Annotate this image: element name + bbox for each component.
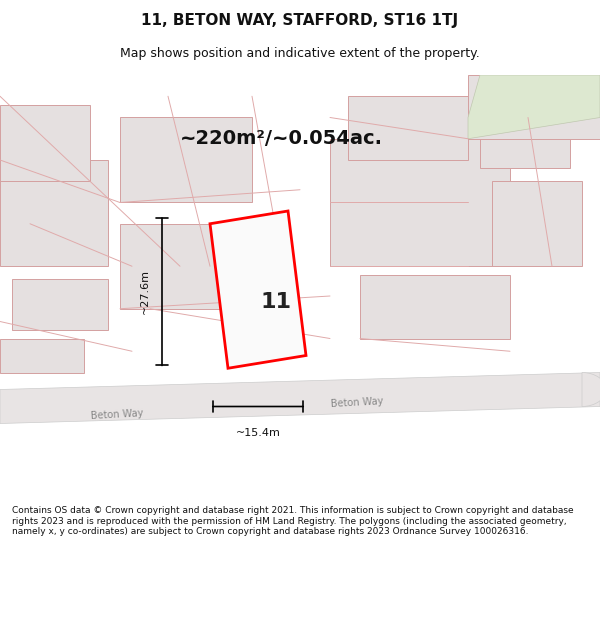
Text: Beton Way: Beton Way xyxy=(330,396,383,409)
Wedge shape xyxy=(582,372,600,406)
Text: ~15.4m: ~15.4m xyxy=(236,428,280,438)
FancyBboxPatch shape xyxy=(360,275,510,339)
Polygon shape xyxy=(468,75,600,139)
FancyBboxPatch shape xyxy=(12,279,108,330)
Text: Beton Way: Beton Way xyxy=(90,409,143,421)
FancyBboxPatch shape xyxy=(0,339,84,372)
Text: 11, BETON WAY, STAFFORD, ST16 1TJ: 11, BETON WAY, STAFFORD, ST16 1TJ xyxy=(142,14,458,29)
Text: ~27.6m: ~27.6m xyxy=(140,269,150,314)
FancyBboxPatch shape xyxy=(330,139,510,266)
FancyBboxPatch shape xyxy=(492,181,582,266)
FancyBboxPatch shape xyxy=(0,160,108,266)
FancyBboxPatch shape xyxy=(480,96,570,169)
Polygon shape xyxy=(0,372,600,424)
FancyBboxPatch shape xyxy=(468,75,600,139)
FancyBboxPatch shape xyxy=(120,118,252,202)
Text: 11: 11 xyxy=(260,292,292,312)
Text: ~220m²/~0.054ac.: ~220m²/~0.054ac. xyxy=(180,129,383,148)
Polygon shape xyxy=(210,211,306,368)
Text: Contains OS data © Crown copyright and database right 2021. This information is : Contains OS data © Crown copyright and d… xyxy=(12,506,574,536)
FancyBboxPatch shape xyxy=(120,224,240,309)
FancyBboxPatch shape xyxy=(348,96,468,160)
Text: Map shows position and indicative extent of the property.: Map shows position and indicative extent… xyxy=(120,48,480,61)
FancyBboxPatch shape xyxy=(0,105,90,181)
